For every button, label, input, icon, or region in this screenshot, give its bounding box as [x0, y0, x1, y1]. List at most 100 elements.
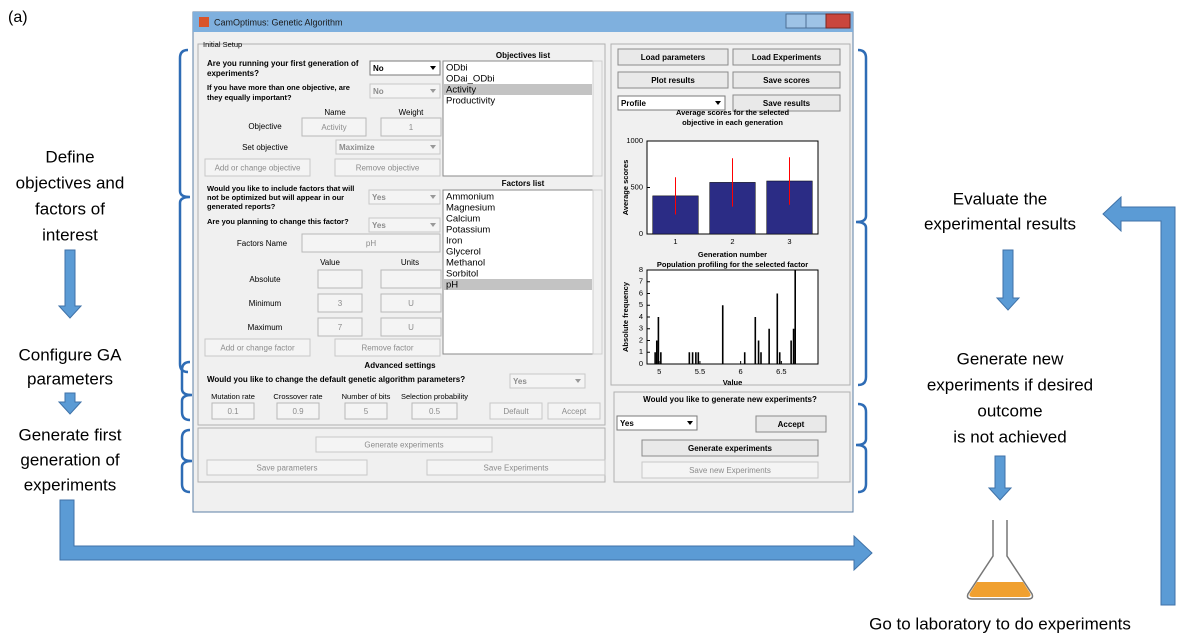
label: If you have more than one objective, are	[207, 83, 350, 92]
button[interactable]	[732, 94, 841, 112]
annotation: Define	[45, 147, 94, 166]
scrollbar	[592, 60, 603, 177]
y-axis-label: Average scores	[621, 160, 630, 216]
annotation: experiments if desired	[927, 375, 1093, 394]
scrollbar	[592, 189, 603, 355]
button[interactable]	[732, 71, 841, 89]
dropdown[interactable]	[617, 95, 726, 111]
listbox[interactable]	[442, 189, 603, 355]
dropdown[interactable]	[616, 415, 698, 431]
button[interactable]	[617, 71, 729, 89]
chart-title: objective in each generation	[682, 118, 783, 127]
button[interactable]	[489, 402, 543, 420]
dropdown-value: Yes	[372, 193, 386, 202]
button[interactable]	[315, 436, 493, 453]
text-field[interactable]	[317, 269, 363, 289]
text-field[interactable]	[380, 317, 442, 337]
arrow	[1102, 195, 1176, 606]
dropdown-arrow	[715, 101, 721, 105]
text-field[interactable]	[411, 402, 458, 420]
dropdown-value: No	[373, 87, 384, 96]
field-value: U	[408, 299, 414, 308]
y-tick-label: 2	[639, 335, 643, 344]
field-value: 3	[338, 299, 343, 308]
annotation: experiments	[24, 475, 117, 494]
setup-group	[197, 43, 606, 426]
list-item: Iron	[446, 236, 462, 247]
field-value: U	[408, 323, 414, 332]
dropdown[interactable]	[369, 60, 441, 76]
button[interactable]	[641, 461, 819, 479]
button[interactable]	[732, 48, 841, 66]
dropdown[interactable]	[335, 139, 441, 155]
button-label: Save results	[763, 99, 811, 108]
text-field[interactable]	[317, 293, 363, 313]
label: Objective	[248, 122, 282, 131]
text-field[interactable]	[380, 117, 442, 137]
text-field[interactable]	[211, 402, 255, 420]
dropdown[interactable]	[368, 189, 441, 205]
minimize-button[interactable]	[785, 13, 807, 29]
button[interactable]	[204, 158, 311, 177]
group-legend: Initial Setup	[203, 40, 242, 49]
field-value: 0.1	[227, 407, 239, 416]
label: Minimum	[249, 299, 282, 308]
arrow	[59, 499, 873, 572]
text-field[interactable]	[344, 402, 388, 420]
text-field[interactable]	[301, 233, 441, 253]
button[interactable]	[206, 459, 368, 476]
button[interactable]	[334, 338, 441, 357]
text-field[interactable]	[276, 402, 320, 420]
label: Crossover rate	[273, 392, 322, 401]
chart-title: Average scores for the selected	[676, 108, 790, 117]
button[interactable]	[547, 402, 601, 420]
button[interactable]	[426, 459, 606, 476]
button[interactable]	[617, 48, 729, 66]
button[interactable]	[334, 158, 441, 177]
dropdown-arrow	[430, 223, 436, 227]
generate-group	[197, 427, 606, 483]
y-tick-label: 8	[639, 265, 643, 274]
label: Selection probability	[401, 392, 468, 401]
arrow	[57, 249, 83, 319]
annotation: factors of	[35, 199, 105, 218]
button[interactable]	[204, 338, 311, 357]
text-field[interactable]	[301, 117, 367, 137]
dropdown[interactable]	[509, 373, 586, 389]
button[interactable]	[641, 439, 819, 457]
label: Set objective	[242, 143, 288, 152]
button[interactable]	[755, 415, 827, 433]
y-tick-label: 0	[639, 359, 643, 368]
flask	[966, 520, 1034, 600]
label: Would you like to change the default gen…	[207, 375, 465, 384]
x-tick-label: 1	[673, 237, 677, 246]
dropdown[interactable]	[369, 83, 441, 99]
list-selection[interactable]	[444, 279, 592, 290]
list-item: pH	[446, 280, 458, 291]
dropdown-arrow	[430, 195, 436, 199]
dropdown[interactable]	[368, 217, 441, 233]
label: generated reports?	[207, 202, 276, 211]
x-tick-label: 5	[657, 367, 661, 376]
list-selection[interactable]	[444, 84, 592, 95]
arrow	[987, 455, 1013, 501]
list-item: Productivity	[446, 96, 495, 107]
label: Are you running your first generation of	[207, 59, 359, 68]
y-tick-label: 7	[639, 277, 643, 286]
button-label: Default	[503, 407, 529, 416]
brace	[855, 48, 868, 387]
annotation: Go to laboratory to do experiments	[869, 614, 1131, 633]
close-button[interactable]	[825, 13, 851, 29]
text-field[interactable]	[380, 293, 442, 313]
button-label: Save new Experiments	[689, 466, 771, 475]
label: Objectives list	[496, 51, 551, 60]
dropdown-value: Yes	[513, 377, 527, 386]
text-field[interactable]	[380, 269, 442, 289]
text-field[interactable]	[317, 317, 363, 337]
brace	[180, 428, 193, 494]
label: Factors list	[502, 179, 545, 188]
button-label: Save parameters	[257, 464, 318, 473]
results-group	[610, 43, 851, 386]
maximize-button[interactable]	[805, 13, 827, 29]
label: Would you like to include factors that w…	[207, 184, 354, 193]
